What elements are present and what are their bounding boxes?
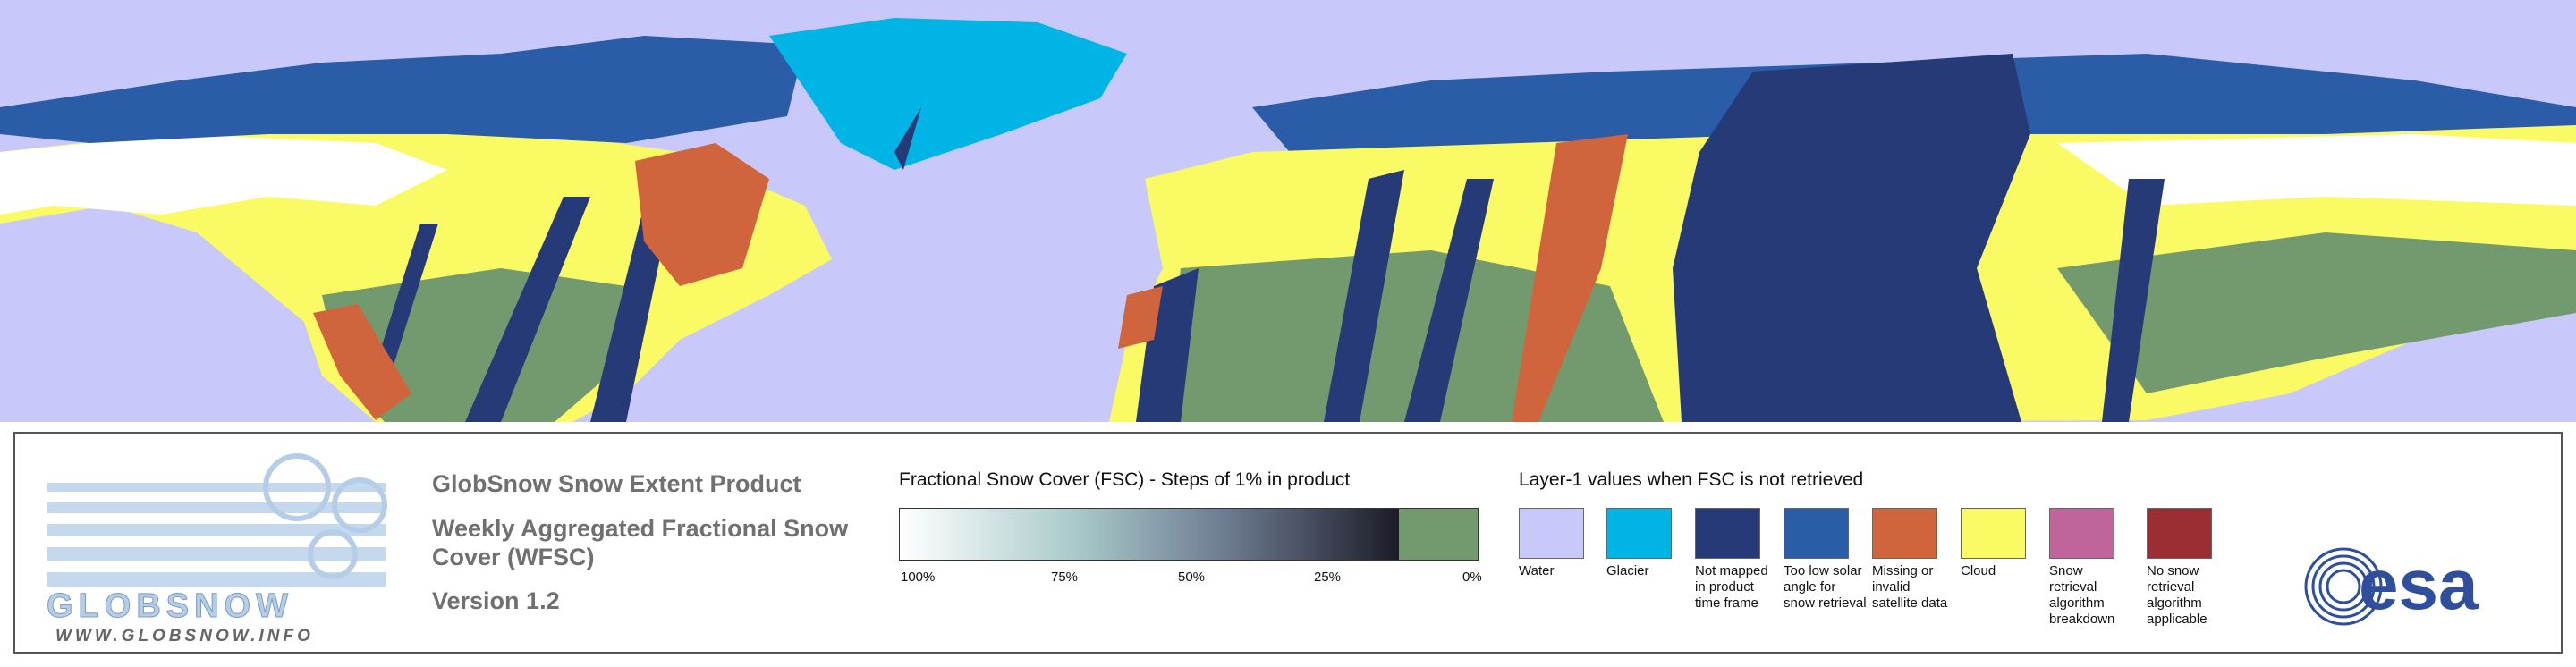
snow-map [0, 0, 2576, 422]
arctic [0, 36, 805, 143]
globsnow-logo: GLOBSNOW WWW.GLOBSNOW.INFO [47, 453, 387, 646]
band [1673, 54, 2030, 422]
logo-name: GLOBSNOW [47, 587, 293, 625]
esa-text: esa [2359, 545, 2479, 624]
stripe [894, 107, 921, 170]
legend-label: Water [1519, 563, 1555, 578]
stripe [2102, 179, 2165, 422]
snow-area [0, 134, 447, 215]
legend-label: Cloud [1961, 563, 1996, 578]
product-version: Version 1.2 [432, 587, 560, 614]
legend-label: Too low solar angle for snow retrieval [1784, 563, 1867, 611]
region [313, 304, 411, 420]
product-title: GlobSnow Snow Extent Product [432, 470, 801, 497]
legend-swatch [1961, 508, 2026, 559]
fsc-colorbar [899, 508, 1479, 561]
legend-swatch [1872, 508, 1937, 559]
fsc-tick-label: 50% [1178, 570, 1206, 585]
region [635, 143, 769, 286]
greenland [769, 18, 1127, 170]
no-snow-swatch [1399, 509, 1478, 560]
fsc-tick-label: 0% [1462, 570, 1482, 585]
legend-label: No snow retrieval algorithm applicable [2147, 563, 2207, 627]
legend-swatch [1784, 508, 1849, 559]
region [1118, 286, 1163, 349]
legend-label: Snow retrieval algorithm breakdown [2049, 563, 2115, 627]
legend-swatch [1606, 508, 1672, 559]
layer1-title: Layer-1 values when FSC is not retrieved [1519, 469, 1864, 490]
legend-swatch [1695, 508, 1760, 559]
esa-logo: esa [2304, 545, 2479, 626]
fsc-tick-label: 75% [1051, 570, 1079, 585]
logo-url: WWW.GLOBSNOW.INFO [55, 627, 314, 646]
legend-panel: GLOBSNOW WWW.GLOBSNOW.INFO GlobSnow Snow… [13, 432, 2563, 654]
stripe [1404, 179, 1494, 422]
fsc-tick-label: 25% [1314, 570, 1342, 585]
fsc-title: Fractional Snow Cover (FSC) - Steps of 1… [899, 469, 1351, 490]
stripe [590, 206, 671, 422]
legend-swatch [1519, 508, 1584, 559]
stripe [465, 197, 590, 422]
legend-label: Missing or invalid satellite data [1872, 563, 1948, 611]
product-subtitle: Weekly Aggregated Fractional Snow Cover … [432, 515, 849, 570]
fsc-gradient [900, 509, 1400, 560]
fsc-tick-label: 100% [901, 570, 936, 585]
snow-area [2057, 134, 2576, 206]
legend-swatch [2147, 508, 2212, 559]
legend-swatch [2049, 508, 2114, 559]
snow-area [2057, 232, 2576, 393]
legend-label: Not mapped in product time frame [1695, 563, 1768, 611]
legend-label: Glacier [1606, 563, 1649, 578]
stripe [1512, 134, 1628, 422]
stripe [1324, 170, 1404, 422]
